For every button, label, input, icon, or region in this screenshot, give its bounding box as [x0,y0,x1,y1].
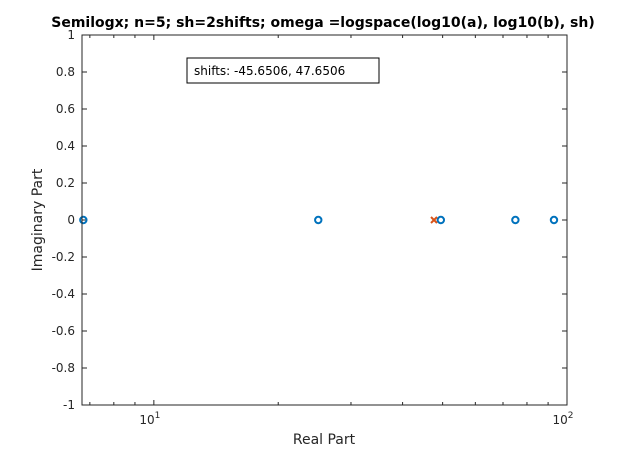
data-point-circle [436,215,446,225]
y-tick-label: 0.4 [56,139,75,153]
y-tick-label: 0 [67,213,75,227]
annotation-box: shifts: -45.6506, 47.6506 [186,57,380,84]
x-tick-label: 101 [139,411,160,427]
data-point-cross [430,216,438,224]
annotation-text: shifts: -45.6506, 47.6506 [194,64,345,78]
y-tick-label: -1 [63,398,75,412]
y-tick-label: 1 [67,28,75,42]
y-tick-label: -0.6 [52,324,75,338]
chart-title: Semilogx; n=5; sh=2shifts; omega =logspa… [51,15,594,31]
y-tick-label: -0.4 [52,287,75,301]
y-tick-label: 0.6 [56,102,75,116]
cross-stroke [430,216,438,224]
plot-area [82,35,567,405]
data-markers [79,215,559,225]
x-tick-label: 102 [552,411,573,427]
data-point-circle [314,215,323,225]
x-axis-label: Real Part [293,432,356,448]
y-tick-label: 0.8 [56,65,75,79]
y-tick-label: -0.2 [52,250,75,264]
data-point-circle [511,215,520,225]
y-tick-label: -0.8 [52,361,75,375]
x-tick-labels: 101 102 [139,411,573,427]
axes-box [81,34,568,406]
y-axis-label: Imaginary Part [30,168,46,271]
y-tick-label: 0.2 [56,176,75,190]
annotation-frame [186,57,380,84]
y-tick-labels: 1 0.8 0.6 0.4 0.2 0 -0.2 -0.4 -0.6 -0.8 -1 [52,28,75,412]
data-point-circle [79,215,88,225]
data-point-circle [549,215,559,225]
